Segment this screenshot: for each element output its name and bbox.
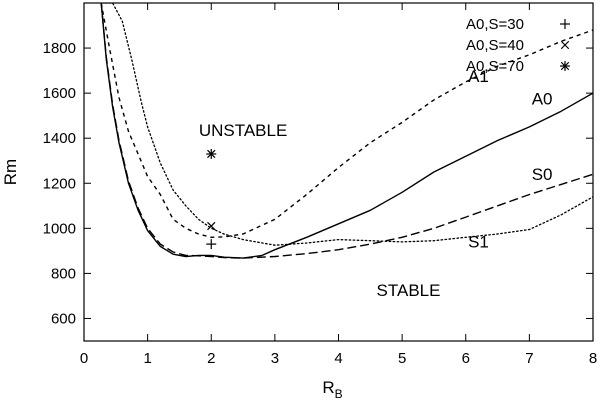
- legend-label: A0,S=70: [466, 58, 524, 75]
- x-axis-title-main: R: [322, 378, 334, 397]
- series-s0-line: [100, 3, 593, 259]
- y-tick-label: 1000: [43, 220, 76, 237]
- legend-marker-star: [560, 61, 570, 71]
- x-tick-label: 6: [462, 350, 470, 367]
- points-layer: [206, 148, 217, 250]
- annotation-a1: A1: [468, 67, 489, 86]
- x-tick-label: 8: [589, 350, 597, 367]
- x-tick-label: 5: [398, 350, 406, 367]
- series-layer: [100, 3, 593, 259]
- data-point-plus: [206, 239, 217, 250]
- annotation-s0: S0: [532, 165, 553, 184]
- y-tick-label: 1800: [43, 40, 76, 57]
- y-tick-label: 1400: [43, 130, 76, 147]
- annotation-s1: S1: [468, 232, 489, 251]
- y-axis-title: Rm: [1, 159, 20, 185]
- annotation-stable: STABLE: [377, 281, 441, 300]
- x-tick-label: 7: [525, 350, 533, 367]
- y-tick-label: 600: [51, 310, 76, 327]
- x-tick-label: 1: [143, 350, 151, 367]
- annotations: UNSTABLE STABLE A1 A0 S0 S1: [199, 67, 553, 300]
- legend-marker-plus: [560, 19, 570, 29]
- y-tick-label: 800: [51, 265, 76, 282]
- x-axis-title-sub: B: [335, 387, 343, 401]
- annotation-unstable: UNSTABLE: [199, 121, 288, 140]
- x-axis-title: RB: [322, 378, 342, 401]
- annotation-a0: A0: [532, 89, 553, 108]
- x-tick-label: 3: [271, 350, 279, 367]
- y-tick-label: 1600: [43, 85, 76, 102]
- x-tick-label: 4: [334, 350, 342, 367]
- legend-marker-cross: [560, 40, 570, 50]
- data-point-star: [206, 148, 217, 159]
- axis-ticks: 0 1 2 3 4 5 6 7 8 600 800 1000 1200 1400 1600 1800: [43, 3, 597, 367]
- data-point-cross: [207, 221, 216, 231]
- x-tick-label: 2: [207, 350, 215, 367]
- y-tick-label: 1200: [43, 175, 76, 192]
- legend: A0,S=30 A0,S=40 A0,S=70: [466, 16, 570, 75]
- x-tick-label: 0: [80, 350, 88, 367]
- legend-label: A0,S=40: [466, 37, 524, 54]
- legend-label: A0,S=30: [466, 16, 524, 33]
- series-s1-line: [100, 3, 593, 246]
